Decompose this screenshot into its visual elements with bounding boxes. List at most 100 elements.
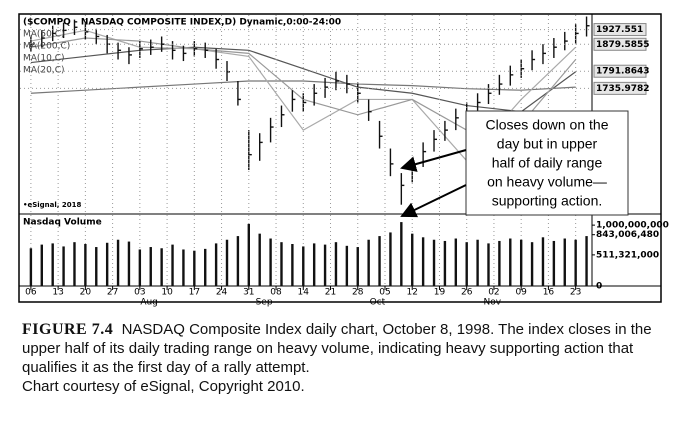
month-label: Sep <box>256 298 273 308</box>
month-label: Aug <box>140 298 158 308</box>
source-note: •eSignal, 2018 <box>23 201 81 209</box>
volume-bar <box>302 246 305 286</box>
caption-text: NASDAQ Composite Index daily chart, Octo… <box>22 321 652 376</box>
volume-bar <box>269 238 272 286</box>
volume-bar <box>247 223 250 286</box>
volume-bar <box>563 238 566 286</box>
volume-bar <box>29 248 33 286</box>
volume-bar <box>138 249 142 286</box>
volume-label: 843,006,480 <box>596 230 659 240</box>
x-tick-label: 26 <box>461 288 473 298</box>
x-tick-label: 21 <box>325 288 336 298</box>
volume-bar <box>421 237 425 286</box>
volume-bar <box>378 236 381 286</box>
x-tick-label: 09 <box>515 288 527 298</box>
volume-bar <box>443 240 447 286</box>
volume-bar <box>291 244 294 286</box>
x-tick-label: 28 <box>352 288 364 298</box>
ma-line <box>30 80 576 94</box>
volume-bar <box>476 239 479 286</box>
volume-bar <box>432 239 436 286</box>
volume-title: Nasdaq Volume <box>23 218 102 228</box>
volume-bar <box>323 244 327 286</box>
figure-label: FIGURE 7.4 <box>22 321 114 338</box>
volume-bar <box>182 249 185 286</box>
x-tick-label: 13 <box>52 288 63 298</box>
volume-bar <box>541 237 545 286</box>
volume-bar <box>400 222 403 286</box>
price-label-box <box>593 23 647 37</box>
overlay: 06 13 20 27 03 10 17 24 31 08 14 21 28 05 12 19 26 02 09 16… <box>20 15 669 308</box>
volume-bar <box>214 243 218 286</box>
month-label: Nov <box>484 298 502 308</box>
volume-bar <box>258 233 261 286</box>
caption-credit: Chart courtesy of eSignal, Copyright 201… <box>22 378 305 395</box>
month-label: Oct <box>370 298 386 308</box>
price-label: 1927.551 <box>596 25 643 35</box>
volume-bar <box>574 239 577 286</box>
volume-bar <box>160 248 163 286</box>
volume-bar <box>356 247 359 286</box>
caption: FIGURE 7.4 NASDAQ Composite Index daily … <box>22 320 682 396</box>
annotation-arrow <box>400 149 467 172</box>
volume-bar <box>193 250 196 286</box>
volume-bar <box>585 236 588 286</box>
price-label-box <box>593 37 647 51</box>
volume-bar <box>204 248 207 286</box>
price-label: 1735.9782 <box>596 84 650 94</box>
legend-entry: MA(10,C) <box>23 54 65 64</box>
volume-bar <box>116 239 120 286</box>
x-tick-label: 17 <box>189 288 200 298</box>
volume-bar <box>519 239 523 286</box>
volume-bar <box>454 238 458 286</box>
volume-label: 0 <box>596 282 602 292</box>
volume-bar <box>73 242 76 286</box>
x-tick-label: 19 <box>434 288 446 298</box>
volume-bar <box>312 243 316 286</box>
volume-bar <box>530 242 534 286</box>
x-tick-label: 16 <box>543 288 555 298</box>
chart: 06 13 20 27 03 10 17 24 31 08 14 21 28 05 12 19 26 02 09 16… <box>18 13 669 308</box>
annotation-text: Closes down on the <box>486 117 609 133</box>
x-tick-label: 02 <box>488 288 499 298</box>
volume-bar <box>552 240 556 286</box>
volume-bar <box>225 239 229 286</box>
x-tick-label: 10 <box>161 288 173 298</box>
ma-line <box>30 46 577 113</box>
volume-bar <box>345 245 349 286</box>
x-tick-label: 03 <box>134 288 145 298</box>
price-label: 1879.5855 <box>596 40 650 50</box>
x-tick-label: 20 <box>80 288 92 298</box>
volume-bar <box>367 239 370 286</box>
volume-bar <box>411 233 414 286</box>
volume-bar <box>236 236 240 286</box>
x-tick-label: 31 <box>243 288 254 298</box>
volume-bar <box>389 232 392 286</box>
volume-bar <box>487 243 490 286</box>
volume-label: 1,000,000,000 <box>596 221 669 231</box>
volume-bar <box>51 243 54 286</box>
x-tick-label: 05 <box>379 288 390 298</box>
chart-title: ($COMPQ - NASDAQ COMPOSITE INDEX,D) Dyna… <box>23 18 341 28</box>
annotation-text: supporting action. <box>492 193 603 209</box>
price-label-box <box>593 81 647 95</box>
legend-entry: MA(200,C) <box>23 42 70 52</box>
x-tick-label: 06 <box>25 288 37 298</box>
annotation-text: day but in upper <box>497 136 598 152</box>
legend-entry: MA(20,C) <box>23 66 65 76</box>
volume-bar <box>95 247 98 286</box>
annotation-arrow <box>400 184 467 218</box>
volume-bar <box>40 244 43 286</box>
annotation-text: half of daily range <box>492 155 603 171</box>
volume-bar <box>171 244 174 286</box>
volume-bar <box>105 242 109 286</box>
x-tick-label: 27 <box>107 288 118 298</box>
price-label: 1791.8643 <box>596 67 650 77</box>
annotation-text: on heavy volume— <box>487 174 607 190</box>
volume-bar <box>84 244 87 286</box>
volume-bar <box>149 247 152 286</box>
x-tick-label: 12 <box>407 288 418 298</box>
volume-bar <box>127 241 131 286</box>
volume-label: 511,321,000 <box>596 250 659 260</box>
x-tick-label: 24 <box>216 288 228 298</box>
